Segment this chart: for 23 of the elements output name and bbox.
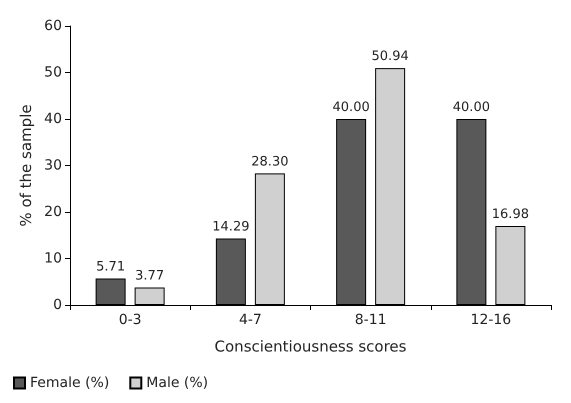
y-axis-title: % of the sample xyxy=(16,104,35,227)
y-tick-label: 0 xyxy=(53,297,62,313)
y-tick-label: 40 xyxy=(44,111,62,127)
data-label: 14.29 xyxy=(212,220,250,235)
data-label: 40.00 xyxy=(452,100,490,115)
x-axis-title: Conscientiousness scores xyxy=(214,338,407,356)
y-tick-label: 30 xyxy=(44,158,62,174)
x-tick-label: 12-16 xyxy=(470,312,512,328)
data-label: 40.00 xyxy=(332,100,370,115)
legend-label: Male (%) xyxy=(146,375,208,391)
y-tick-label: 10 xyxy=(44,250,62,266)
y-tick-label: 20 xyxy=(44,204,62,220)
x-tick-label: 4-7 xyxy=(238,312,262,328)
data-label: 50.94 xyxy=(372,49,409,64)
data-label: 16.98 xyxy=(492,207,529,222)
y-tick-label: 60 xyxy=(44,18,62,34)
x-tick-label: 0-3 xyxy=(118,312,142,328)
legend-label: Female (%) xyxy=(30,375,110,391)
data-label: 3.77 xyxy=(135,268,164,284)
y-tick-label: 50 xyxy=(44,64,62,80)
data-label: 28.30 xyxy=(251,154,288,170)
data-label: 5.71 xyxy=(96,259,126,274)
x-tick-label: 8-11 xyxy=(354,312,387,328)
